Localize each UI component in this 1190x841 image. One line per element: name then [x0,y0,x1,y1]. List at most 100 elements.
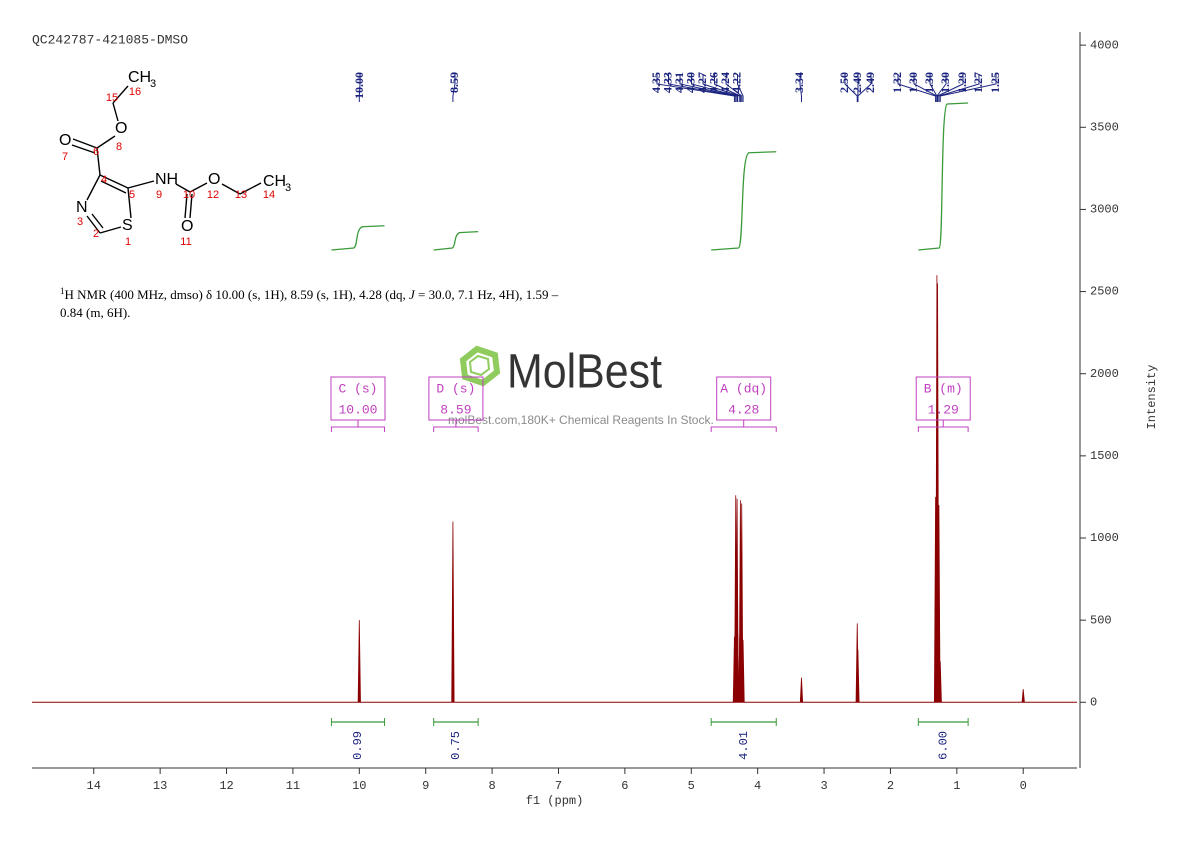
multiplet-shift: 8.59 [440,402,471,417]
bond [96,135,116,149]
bond [86,215,101,234]
peak-label: 4.22 [729,72,743,93]
atom-number: 3 [77,216,83,228]
watermark-logo [468,354,491,377]
multiplet-bracket [710,426,777,432]
peak-label: 1.25 [988,72,1002,93]
annotation: 1H NMR (400 MHz, dmso) δ 10.00 (s, 1H), … [60,286,559,302]
peak-label-leader [656,74,735,102]
peak-label: 4.24 [718,72,732,93]
atom-number: 10 [183,189,195,201]
peak-label: 1.32 [890,72,904,93]
y-axis-label: Intensity [1145,365,1159,430]
peak-label: 10.00 [352,72,366,99]
peak-label-leader [897,74,937,102]
x-tick-label: 4 [754,779,761,793]
atom: S [122,217,133,234]
bond [127,180,155,189]
watermark-text: molBest.com,180K+ Chemical Reagents In S… [448,413,714,427]
annotation: 0.84 (m, 6H). [60,305,130,320]
peak-label-leader [702,74,741,102]
bond [91,213,104,229]
multiplet-label: C (s) [338,381,377,396]
peak [741,639,745,703]
peak [357,620,361,703]
peak [740,503,744,703]
bond [127,187,132,219]
bond [72,138,98,149]
atom-number: 13 [235,189,247,201]
y-tick-label: 0 [1090,695,1097,709]
atom: O [115,120,127,137]
peak-label-leader [844,74,858,102]
peak-label: 3.34 [792,72,806,93]
multiplet-bracket [917,426,969,432]
integral-curve [331,225,385,251]
atom: O [208,171,220,188]
peak-label: 1.30 [938,72,952,93]
peak-label-leader [725,74,743,102]
atom-number: 9 [156,189,162,201]
bond [99,226,122,234]
y-tick-label: 1000 [1090,531,1119,545]
x-tick-label: 2 [887,779,894,793]
multiplet-label: A (dq) [720,381,767,396]
x-tick-label: 5 [688,779,695,793]
x-tick-label: 11 [286,779,300,793]
atom-number: 11 [180,236,191,248]
bond [189,193,193,219]
peak-label: 4.27 [695,72,709,93]
multiplet-shift: 1.29 [928,402,959,417]
y-tick-label: 3000 [1090,203,1119,217]
x-tick-label: 0 [1020,779,1027,793]
bond [175,183,191,193]
bond [112,102,119,122]
peak [1021,689,1025,703]
x-tick-label: 1 [953,779,960,793]
peak-label-leader [799,74,802,102]
bond [99,174,129,189]
y-tick-label: 1500 [1090,449,1119,463]
atom: CH [263,173,286,190]
x-tick-label: 12 [219,779,233,793]
atom-number: 6 [93,146,99,158]
atom-number: 14 [263,189,275,201]
multiplet-bracket [433,426,479,432]
peak-label: 4.35 [649,72,663,93]
peak-label: 2.50 [837,72,851,93]
atom-number: 12 [207,189,219,201]
peak [937,505,941,703]
atom: N [76,199,88,216]
atom-number: 15 [106,92,118,104]
integral-curve [918,102,969,251]
multiplet-shift: 10.00 [338,402,377,417]
bond [239,182,262,195]
peak-label-leader [857,74,872,102]
peak-label-leader [737,74,744,102]
bond [71,144,96,154]
peak-label-leader [938,74,980,102]
peak [736,633,740,703]
x-tick-label: 7 [555,779,562,793]
peak-label: 8.59 [447,72,461,93]
atom: CH [128,69,151,86]
multiplet-bracket [330,426,386,432]
x-tick-label: 13 [153,779,167,793]
atom-number: 7 [62,151,68,163]
structure: CH 3 O O NH O CH 3 O N S 16 15 8 7 6 4 5… [59,69,291,248]
peak [856,649,860,703]
peak-label-leader [679,74,738,102]
peak-label-leader [937,74,964,102]
multiplet-shift: 4.28 [728,402,759,417]
bond [189,182,208,193]
atom: O [181,218,193,235]
peak-label-leader [939,74,997,102]
integral-label: 6.00 [936,731,950,760]
multiplet-label: B (m) [924,381,963,396]
integral-label: 4.01 [737,731,751,760]
peak-label: 4.31 [672,72,686,93]
x-tick-label: 6 [621,779,628,793]
y-tick-label: 4000 [1090,38,1119,52]
x-tick-label: 3 [820,779,827,793]
